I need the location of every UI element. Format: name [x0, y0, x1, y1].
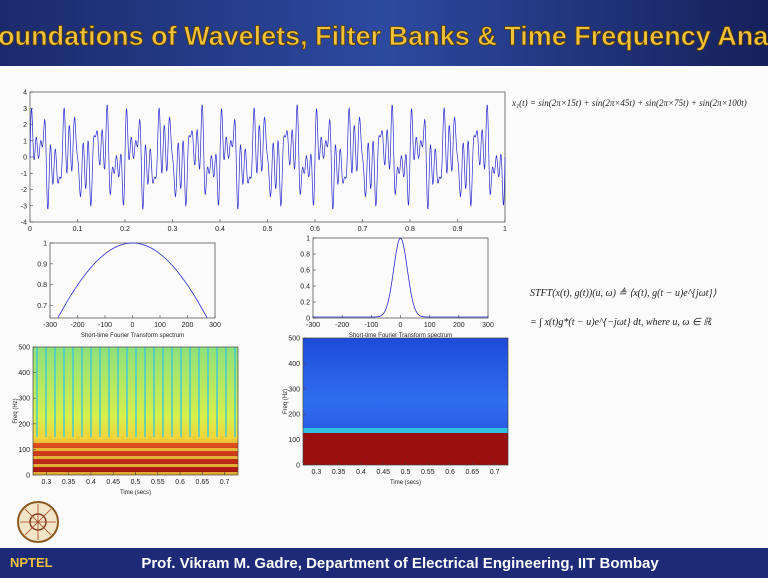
- x-tick-label: 0.9: [453, 226, 463, 233]
- signal-formula: x₁(t) = sin(2π×15t) + sin(2π×45t) + sin(…: [511, 98, 747, 108]
- y-tick-label: 0.6: [300, 268, 310, 275]
- x-tick-label: 0.65: [466, 469, 480, 476]
- x-tick-label: 0.3: [168, 226, 178, 233]
- window-curve: [57, 242, 208, 318]
- x-tick-label: 0.7: [358, 226, 368, 233]
- x-tick-label: 300: [482, 322, 494, 329]
- y-tick-label: 0.8: [37, 282, 47, 289]
- y-tick-label: 0.2: [300, 300, 310, 307]
- x-tick-label: 0.45: [106, 479, 120, 486]
- y-tick-label: 4: [23, 90, 27, 97]
- x-tick-label: 0.5: [401, 469, 411, 476]
- y-tick-label: 500: [288, 336, 300, 343]
- x-tick-label: 0: [28, 226, 32, 233]
- y-tick-label: 300: [288, 386, 300, 393]
- stft-formula-line: = ∫ x(t)g*(t − u)e^{−jωt} dt, where u, ω…: [530, 317, 712, 328]
- y-tick-label: -2: [21, 187, 27, 194]
- x-tick-label: 200: [182, 322, 194, 329]
- y-tick-label: 0.9: [37, 261, 47, 268]
- x-tick-label: 0.3: [312, 469, 322, 476]
- y-tick-label: 0: [26, 473, 30, 480]
- stft-formula-line: STFT(x(t), g(t))(u, ω) ≜ ⟨x(t), g(t − u)…: [530, 287, 717, 299]
- x-tick-label: 0: [399, 322, 403, 329]
- y-tick-label: 0.4: [300, 284, 310, 291]
- y-axis-label: Freq (Hz): [13, 398, 19, 423]
- y-tick-label: 400: [288, 361, 300, 368]
- x-axis-label: Time (secs): [390, 480, 421, 486]
- logo: [17, 501, 59, 543]
- y-tick-label: 200: [288, 412, 300, 419]
- y-axis-label: Freq (Hz): [283, 389, 289, 414]
- y-tick-label: 0: [306, 316, 310, 323]
- header-bar: [0, 0, 768, 66]
- x-tick-label: 200: [453, 322, 465, 329]
- spectrogram-image: [33, 440, 238, 475]
- x-tick-label: 0.35: [332, 469, 346, 476]
- x-tick-label: 0.45: [376, 469, 390, 476]
- y-tick-label: 0.7: [37, 303, 47, 310]
- y-tick-label: 400: [18, 370, 30, 377]
- y-tick-label: 500: [18, 345, 30, 352]
- plot-caption: Short-time Fourier Transform spectrum: [349, 333, 452, 339]
- y-tick-label: 100: [288, 437, 300, 444]
- x-tick-label: -200: [335, 322, 349, 329]
- y-tick-label: 0: [296, 463, 300, 470]
- x-tick-label: 0.8: [405, 226, 415, 233]
- footer-bar: [0, 548, 768, 578]
- x-tick-label: 0.65: [196, 479, 210, 486]
- x-tick-label: 0.4: [215, 226, 225, 233]
- y-tick-label: 300: [18, 396, 30, 403]
- x-tick-label: 0.4: [356, 469, 366, 476]
- header-title: Foundations of Wavelets, Filter Banks & …: [0, 21, 768, 51]
- y-tick-label: 0: [23, 155, 27, 162]
- x-tick-label: 0.6: [445, 469, 455, 476]
- x-tick-label: 100: [154, 322, 166, 329]
- x-tick-label: 0.6: [175, 479, 185, 486]
- x-tick-label: 0.55: [151, 479, 165, 486]
- x-tick-label: 0.1: [73, 226, 83, 233]
- x-tick-label: 0.3: [42, 479, 52, 486]
- y-tick-label: 1: [23, 138, 27, 145]
- x-tick-label: 0.35: [62, 479, 76, 486]
- spectrogram-image: [303, 428, 508, 433]
- y-tick-label: 2: [23, 122, 27, 129]
- y-tick-label: 3: [23, 106, 27, 113]
- x-tick-label: 100: [424, 322, 436, 329]
- footer-logo: NPTEL: [10, 555, 53, 570]
- x-tick-label: 0.7: [490, 469, 500, 476]
- y-tick-label: 1: [43, 241, 47, 248]
- x-axis-label: Time (secs): [120, 490, 151, 496]
- spectrogram-image: [33, 347, 238, 437]
- spectrogram-image: [303, 433, 508, 465]
- y-tick-label: 200: [18, 421, 30, 428]
- y-tick-label: -3: [21, 203, 27, 210]
- x-tick-label: 0.7: [220, 479, 230, 486]
- signal-curve: [29, 104, 506, 210]
- x-tick-label: 0.55: [421, 469, 435, 476]
- x-tick-label: 0.5: [131, 479, 141, 486]
- y-tick-label: 1: [306, 236, 310, 243]
- x-tick-label: 0.2: [120, 226, 130, 233]
- x-tick-label: 0.4: [86, 479, 96, 486]
- x-tick-label: -100: [364, 322, 378, 329]
- x-tick-label: 0.5: [263, 226, 273, 233]
- plot-caption: Short-time Fourier Transform spectrum: [81, 333, 184, 339]
- x-tick-label: 0: [131, 322, 135, 329]
- y-tick-label: 0.8: [300, 252, 310, 259]
- y-tick-label: -1: [21, 171, 27, 178]
- x-tick-label: 0.6: [310, 226, 320, 233]
- x-tick-label: 300: [209, 322, 221, 329]
- x-tick-label: -300: [306, 322, 320, 329]
- x-tick-label: 1: [503, 226, 507, 233]
- y-tick-label: -4: [21, 220, 27, 227]
- x-tick-label: -200: [70, 322, 84, 329]
- footer-text: Prof. Vikram M. Gadre, Department of Ele…: [141, 555, 659, 572]
- window-curve: [313, 237, 488, 318]
- y-tick-label: 100: [18, 447, 30, 454]
- x-tick-label: -100: [98, 322, 112, 329]
- x-tick-label: -300: [43, 322, 57, 329]
